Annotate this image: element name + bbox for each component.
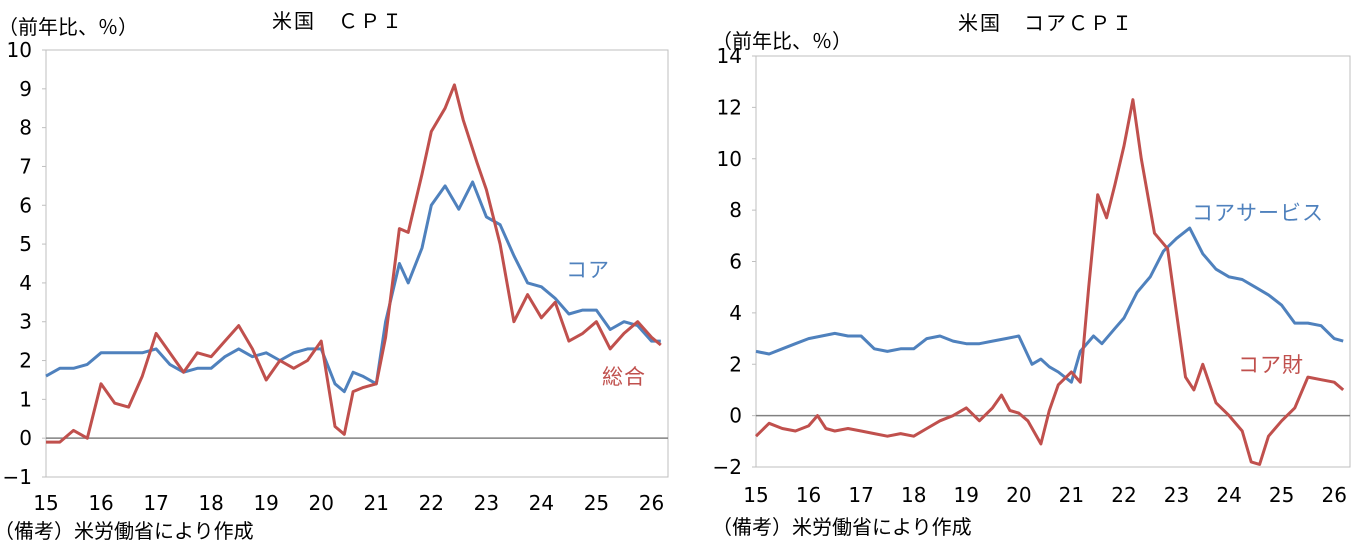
cpi-x-tick-label: 20 (308, 491, 333, 515)
core-x-tick-label: 19 (954, 483, 979, 507)
core-y-tick-label: 14 (717, 44, 742, 68)
core-x-tick-label: 16 (796, 483, 821, 507)
cpi-y-tick-label: 6 (19, 193, 32, 217)
core-y-tick-label: 4 (729, 301, 742, 325)
cpi-x-tick-label: 23 (474, 491, 499, 515)
cpi-y-tick-label: 8 (19, 116, 32, 140)
cpi-x-tick-label: 19 (253, 491, 278, 515)
corecpi-series-services-label: コアサービス (1192, 201, 1324, 225)
core-y-tick-label: 10 (717, 147, 742, 171)
cpi-y-tick-label: 1 (19, 387, 32, 411)
core-x-tick-label: 26 (1322, 483, 1347, 507)
core-y-tick-label: 0 (729, 404, 742, 428)
core-x-tick-label: 20 (1006, 483, 1031, 507)
core-x-tick-label: 25 (1269, 483, 1294, 507)
cpi-y-tick-label: 5 (19, 232, 32, 256)
corecpi-plot-area (755, 55, 1351, 468)
cpi-x-tick-label: 18 (198, 491, 223, 515)
cpi-x-tick-label: 15 (33, 491, 58, 515)
cpi-y-tick-label: 0 (19, 426, 32, 450)
corecpi-y-axis: −2 0 2 4 6 8 10 12 14 (713, 44, 756, 479)
cpi-y-tick-label: −1 (3, 465, 32, 489)
cpi-y-tick-label: 4 (19, 271, 32, 295)
core-x-tick-label: 24 (1216, 483, 1241, 507)
cpi-y-tick-label: 10 (7, 38, 32, 62)
cpi-y-tick-label: 3 (19, 310, 32, 334)
core-y-tick-label: −2 (713, 455, 742, 479)
cpi-x-tick-label: 24 (529, 491, 554, 515)
core-x-tick-label: 17 (848, 483, 873, 507)
corecpi-series-services-line (755, 226, 1344, 384)
cpi-x-tick-label: 26 (639, 491, 664, 515)
cpi-y-tick-label: 2 (19, 349, 32, 373)
cpi-series-core-line (45, 180, 661, 394)
corecpi-x-axis: 15 16 17 18 19 20 21 22 23 24 25 26 (743, 483, 1347, 507)
core-y-tick-label: 2 (729, 352, 742, 376)
core-y-tick-label: 6 (729, 250, 742, 274)
cpi-series-headline-line (46, 83, 662, 444)
core-x-tick-label: 18 (901, 483, 926, 507)
cpi-x-tick-label: 17 (143, 491, 168, 515)
core-x-tick-label: 23 (1164, 483, 1189, 507)
core-x-tick-label: 15 (743, 483, 768, 507)
corecpi-y-unit-label: （前年比、％） (712, 29, 852, 53)
corecpi-series-goods-line (754, 98, 1345, 466)
core-y-tick-label: 12 (717, 95, 742, 119)
cpi-source-note: （備考）米労働省により作成 (0, 519, 254, 543)
cpi-series-headline-label: 総合 (602, 365, 646, 389)
core-x-tick-label: 22 (1111, 483, 1136, 507)
cpi-y-tick-label: 9 (19, 77, 32, 101)
corecpi-series-goods-label: コア財 (1238, 353, 1304, 377)
cpi-y-axis: −1 0 1 2 3 4 5 6 7 8 9 10 (3, 38, 46, 489)
cpi-series-core-label: コア (566, 258, 610, 282)
cpi-chart-title: 米国 ＣＰＩ (272, 9, 404, 33)
core-y-tick-label: 8 (729, 198, 742, 222)
cpi-x-tick-label: 21 (364, 491, 389, 515)
core-x-tick-label: 21 (1059, 483, 1084, 507)
cpi-x-tick-label: 25 (584, 491, 609, 515)
cpi-x-tick-label: 22 (419, 491, 444, 515)
cpi-y-tick-label: 7 (19, 154, 32, 178)
corecpi-source-note: （備考）米労働省により作成 (712, 515, 972, 539)
cpi-x-tick-label: 16 (88, 491, 113, 515)
cpi-y-unit-label: （前年比、％） (0, 15, 138, 39)
cpi-x-axis: 15 16 17 18 19 20 21 22 23 24 25 26 (33, 491, 664, 515)
cpi-plot-area (45, 49, 669, 478)
corecpi-chart-title: 米国 コアＣＰＩ (958, 11, 1134, 35)
